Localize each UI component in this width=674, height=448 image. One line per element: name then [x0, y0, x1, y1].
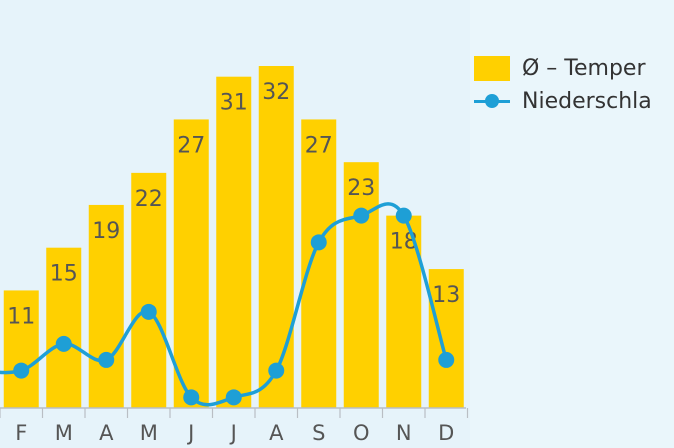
bar-2 — [88, 204, 124, 408]
bar-6 — [258, 66, 294, 408]
x-tick-label-2: A — [99, 421, 114, 445]
bar-label-1: 15 — [50, 262, 78, 287]
x-tick-label-3: M — [140, 421, 158, 445]
line-point-0 — [13, 362, 30, 379]
line-point-10 — [438, 351, 455, 368]
line-point-2 — [98, 351, 115, 368]
bar-3 — [131, 172, 167, 408]
legend-label-precipitation: Niederschla — [522, 89, 652, 114]
line-point-5 — [225, 389, 242, 406]
bar-label-3: 22 — [135, 187, 163, 212]
line-point-4 — [183, 389, 200, 406]
legend: Ø – Temper Niederschla — [474, 52, 652, 118]
bar-label-7: 27 — [305, 133, 333, 158]
bar-0 — [3, 290, 39, 408]
legend-label-temperature: Ø – Temper — [522, 56, 646, 81]
line-point-3 — [140, 303, 157, 320]
bar-label-4: 27 — [177, 133, 205, 158]
x-tick-label-0: F — [15, 421, 27, 445]
bar-label-8: 23 — [347, 176, 375, 201]
bar-10 — [428, 269, 464, 408]
x-tick-label-7: S — [312, 421, 325, 445]
bar-1 — [46, 247, 82, 408]
bar-label-5: 31 — [220, 91, 248, 116]
bar-7 — [301, 119, 337, 408]
legend-swatch-bar — [474, 56, 510, 81]
x-tick-label-6: A — [269, 421, 284, 445]
bar-label-6: 32 — [262, 80, 290, 105]
line-point-1 — [55, 335, 72, 352]
x-tick-label-5: J — [229, 421, 237, 445]
line-point-7 — [310, 234, 327, 251]
line-point-6 — [268, 362, 285, 379]
bar-label-2: 19 — [92, 219, 120, 244]
bar-label-0: 11 — [7, 304, 35, 329]
bar-8 — [343, 162, 379, 408]
legend-item-precipitation[interactable]: Niederschla — [474, 85, 652, 118]
bar-4 — [173, 119, 209, 408]
bar-label-10: 13 — [432, 283, 460, 308]
line-point-8 — [353, 207, 370, 224]
legend-swatch-dot — [485, 94, 499, 108]
legend-item-temperature[interactable]: Ø – Temper — [474, 52, 652, 85]
x-tick-label-10: D — [438, 421, 454, 445]
x-tick-label-8: O — [353, 421, 370, 445]
x-tick-label-1: M — [55, 421, 73, 445]
x-tick-label-9: N — [396, 421, 412, 445]
bar-5 — [216, 76, 252, 408]
line-point-9 — [395, 207, 412, 224]
x-tick-label-4: J — [186, 421, 194, 445]
